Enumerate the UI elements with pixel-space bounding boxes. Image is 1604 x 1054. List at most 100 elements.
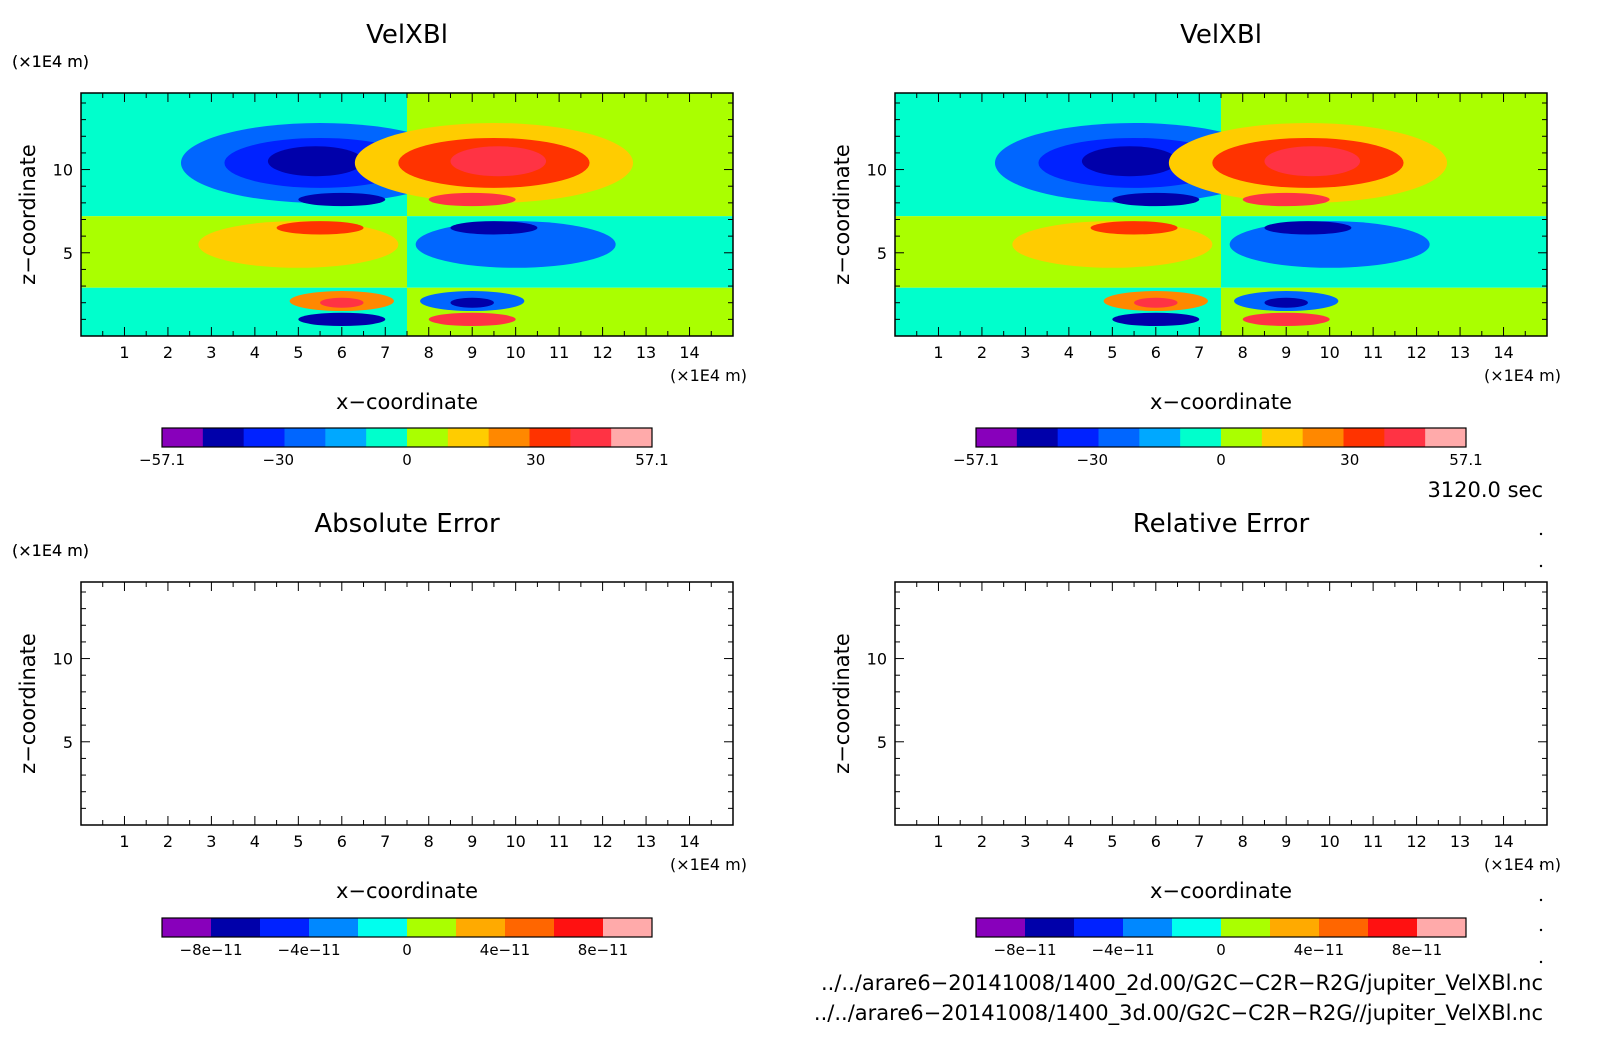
field-contour bbox=[1081, 146, 1178, 177]
field-contour bbox=[1242, 192, 1330, 207]
colorbar-segment bbox=[1180, 428, 1222, 447]
colorbar-tick-label: 4e−11 bbox=[1294, 941, 1344, 959]
x-axis-unit: (×1E4 m) bbox=[670, 855, 747, 874]
colorbar-segment bbox=[162, 918, 212, 937]
x-tick-label: 4 bbox=[250, 343, 260, 362]
colorbar-segment bbox=[505, 918, 555, 937]
colorbar-frame bbox=[161, 917, 653, 938]
x-tick-label: 8 bbox=[1238, 343, 1248, 362]
colorbar-segment bbox=[1074, 918, 1124, 937]
colorbar-tick-label: 4e−11 bbox=[480, 941, 530, 959]
x-tick-label: 8 bbox=[424, 343, 434, 362]
colorbar-frame bbox=[975, 427, 1467, 448]
time-label: 3120.0 sec bbox=[1427, 478, 1543, 502]
field-contour bbox=[450, 221, 538, 235]
x-tick-label: 6 bbox=[337, 832, 347, 851]
x-tick-label: 13 bbox=[1450, 832, 1470, 851]
colorbar-frame bbox=[975, 917, 1467, 938]
x-tick-label: 1 bbox=[119, 832, 129, 851]
file-path-3d: ../../arare6−20141008/1400_3d.00/G2C−C2R… bbox=[814, 1001, 1543, 1026]
chart-panel-4: Relative Error(×1E4 m)1 2 3 4 5 6 7 8 9 10 11 12 13 1… bbox=[12, 509, 1561, 959]
colorbar-tick-label: 0 bbox=[402, 941, 412, 959]
y-axis-unit: (×1E4 m) bbox=[12, 541, 89, 560]
y-axis-unit: (×1E4 m) bbox=[12, 52, 89, 71]
chart-title: Relative Error bbox=[1133, 509, 1310, 539]
plot-frame bbox=[894, 581, 1548, 826]
x-axis-label: x−coordinate bbox=[1150, 879, 1292, 903]
colorbar-segment bbox=[260, 918, 310, 937]
x-tick-label: 4 bbox=[1064, 832, 1074, 851]
field-contour bbox=[1134, 297, 1178, 308]
colorbar-segment bbox=[529, 428, 571, 447]
field-contour bbox=[450, 297, 494, 308]
colorbar-tick-label: 0 bbox=[402, 451, 412, 469]
x-axis-label: x−coordinate bbox=[1150, 390, 1292, 414]
x-tick-label: 12 bbox=[592, 832, 612, 851]
colorbar-segment bbox=[407, 428, 449, 447]
x-tick-label: 8 bbox=[1238, 832, 1248, 851]
x-tick-label: 2 bbox=[977, 832, 987, 851]
x-tick-label: 14 bbox=[1493, 832, 1513, 851]
colorbar-segment bbox=[243, 428, 285, 447]
y-tick-label: 5 bbox=[877, 733, 887, 752]
x-tick-label: 11 bbox=[549, 343, 569, 362]
x-tick-label: 10 bbox=[1319, 832, 1339, 851]
y-axis-label: z−coordinate bbox=[830, 633, 854, 774]
colorbar-tick-label: 8e−11 bbox=[1392, 941, 1442, 959]
colorbar-segment bbox=[447, 428, 490, 447]
x-tick-label: 1 bbox=[933, 343, 943, 362]
colorbar-tick-label: −8e−11 bbox=[180, 941, 243, 959]
x-tick-label: 9 bbox=[1281, 343, 1291, 362]
x-tick-label: 5 bbox=[1107, 343, 1117, 362]
colorbar-tick-label: 0 bbox=[1216, 941, 1226, 959]
field-contour bbox=[428, 192, 516, 207]
field-contour bbox=[1090, 221, 1178, 235]
chart-panel-3: Absolute Error(×1E4 m)1 2 3 4 5 6 7 8 9 10 11 12 13 1… bbox=[12, 509, 747, 959]
file-path-2d: ../../arare6−20141008/1400_2d.00/G2C−C2R… bbox=[821, 971, 1543, 996]
x-tick-label: 3 bbox=[206, 343, 216, 362]
x-tick-label: 13 bbox=[636, 343, 656, 362]
colorbar-segment bbox=[1139, 428, 1181, 447]
colorbar-tick-label: −8e−11 bbox=[994, 941, 1057, 959]
colorbar-segment bbox=[1302, 428, 1344, 447]
colorbar-segment bbox=[211, 918, 261, 937]
x-tick-label: 12 bbox=[592, 343, 612, 362]
colorbar-tick-label: −30 bbox=[1076, 451, 1108, 469]
x-tick-label: 3 bbox=[206, 832, 216, 851]
colorbar-segment bbox=[1368, 918, 1418, 937]
x-tick-label: 14 bbox=[679, 832, 699, 851]
x-tick-label: 11 bbox=[1363, 343, 1383, 362]
colorbar-segment bbox=[309, 918, 359, 937]
x-tick-label: 3 bbox=[1020, 343, 1030, 362]
edge-dot bbox=[1539, 864, 1543, 868]
chart-panel-1: VelXBl(×1E4 m)1 2 3 4 5 6 7 8 9 10 11 12 13 14510z−co… bbox=[12, 20, 747, 469]
colorbar-frame bbox=[161, 427, 653, 448]
colorbar-tick-label: −30 bbox=[262, 451, 294, 469]
colorbar-segment bbox=[1098, 428, 1140, 447]
x-tick-label: 10 bbox=[505, 343, 525, 362]
field-area bbox=[81, 93, 733, 336]
x-tick-label: 6 bbox=[1151, 343, 1161, 362]
colorbar-segment bbox=[1016, 428, 1059, 447]
field-contour bbox=[428, 312, 516, 327]
x-tick-label: 5 bbox=[1107, 832, 1117, 851]
colorbar-segment bbox=[1123, 918, 1173, 937]
colorbar-tick-label: −57.1 bbox=[953, 451, 999, 469]
field-contour bbox=[298, 312, 386, 327]
chart-title: Absolute Error bbox=[314, 509, 500, 539]
y-tick-label: 10 bbox=[53, 161, 73, 180]
x-tick-label: 3 bbox=[1020, 832, 1030, 851]
x-tick-label: 5 bbox=[293, 832, 303, 851]
y-axis-label: z−coordinate bbox=[16, 633, 40, 774]
colorbar-segment bbox=[1384, 428, 1426, 447]
field-area bbox=[895, 93, 1547, 336]
field-contour bbox=[1242, 312, 1330, 327]
colorbar-segment bbox=[202, 428, 245, 447]
edge-dot bbox=[1539, 960, 1543, 964]
colorbar-segment bbox=[1270, 918, 1320, 937]
x-tick-label: 13 bbox=[1450, 343, 1470, 362]
x-tick-label: 13 bbox=[636, 832, 656, 851]
y-axis-unit: (×1E4 m) bbox=[12, 541, 89, 560]
field-contour bbox=[320, 297, 364, 308]
y-axis-label: z−coordinate bbox=[16, 144, 40, 285]
